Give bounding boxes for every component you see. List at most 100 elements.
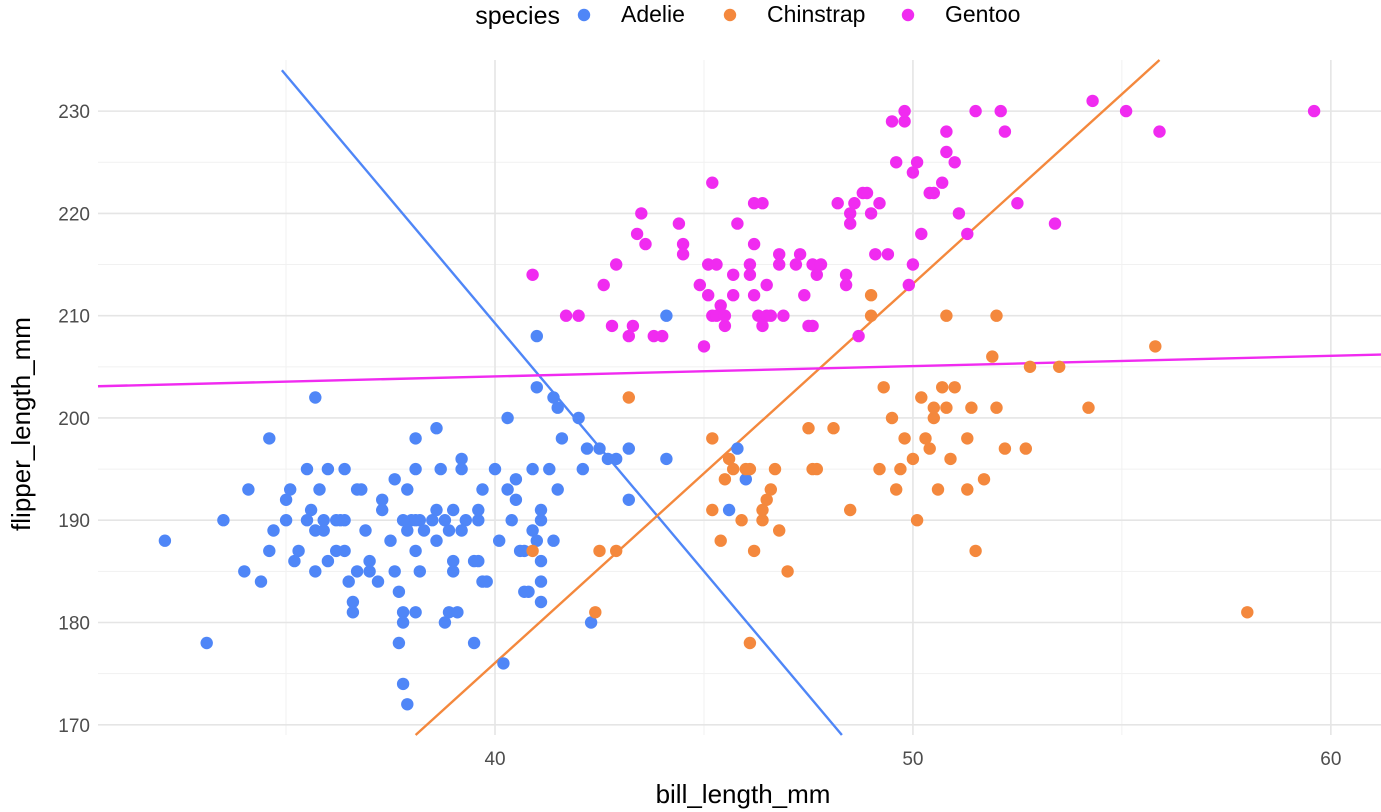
y-tick-label: 200 [58, 409, 90, 430]
y-tick-label: 220 [58, 204, 90, 225]
data-point-adelie [363, 554, 376, 568]
data-point-gentoo [714, 299, 727, 312]
data-point-gentoo [961, 227, 974, 241]
data-point-adelie [392, 585, 406, 598]
y-axis-title: flipper_length_mm [6, 317, 36, 531]
data-point-adelie [501, 483, 514, 496]
data-point-adelie [254, 575, 268, 588]
data-point-adelie [455, 524, 468, 537]
data-point-gentoo [902, 278, 915, 292]
data-point-gentoo [1086, 94, 1099, 108]
data-point-adelie [593, 442, 606, 455]
data-point-adelie [338, 544, 351, 558]
data-point-chinstrap [706, 503, 719, 517]
data-point-chinstrap [743, 636, 757, 650]
data-point-gentoo [756, 197, 769, 210]
x-tick-label: 60 [1320, 749, 1341, 770]
data-point-gentoo [860, 186, 874, 200]
data-point-gentoo [806, 319, 819, 333]
data-point-chinstrap [915, 391, 928, 404]
data-point-gentoo [873, 197, 886, 210]
data-point-chinstrap [706, 432, 719, 445]
data-point-adelie [338, 462, 351, 476]
data-point-gentoo [898, 115, 911, 128]
data-point-chinstrap [1019, 442, 1032, 455]
data-point-adelie [430, 534, 443, 547]
data-point-gentoo [793, 248, 807, 261]
data-point-adelie [409, 544, 422, 558]
data-point-adelie [459, 514, 472, 527]
data-point-chinstrap [961, 432, 974, 445]
data-point-adelie [447, 554, 460, 568]
data-point-chinstrap [948, 381, 961, 394]
data-point-adelie [493, 534, 506, 547]
data-point-chinstrap [810, 462, 823, 476]
data-point-gentoo [906, 258, 920, 271]
data-point-adelie [580, 442, 594, 455]
data-point-chinstrap [894, 462, 907, 476]
data-point-gentoo [952, 207, 966, 220]
data-point-adelie [371, 575, 385, 588]
data-point-adelie [242, 483, 255, 496]
data-point-gentoo [927, 186, 940, 200]
legend: species Adelie Chinstrap Gentoo [475, 1, 1020, 30]
data-point-gentoo [789, 258, 803, 271]
data-point-chinstrap [735, 514, 748, 527]
data-point-gentoo [881, 248, 895, 261]
data-point-chinstrap [944, 452, 957, 466]
data-point-gentoo [885, 115, 899, 128]
data-point-adelie [317, 514, 330, 527]
data-point-chinstrap [919, 432, 932, 445]
data-point-gentoo [697, 340, 711, 353]
data-point-gentoo [605, 319, 619, 333]
data-point-gentoo [864, 207, 878, 220]
data-point-adelie [426, 514, 439, 527]
data-point-gentoo [672, 217, 686, 230]
data-point-adelie [622, 442, 635, 455]
data-point-chinstrap [864, 309, 878, 322]
legend-key-gentoo [901, 8, 915, 22]
data-point-chinstrap [927, 401, 940, 414]
data-point-adelie [334, 514, 347, 527]
data-point-adelie [409, 606, 422, 619]
data-point-chinstrap [773, 524, 786, 537]
data-point-adelie [413, 565, 426, 578]
data-point-chinstrap [1149, 340, 1162, 353]
data-point-adelie [530, 534, 543, 547]
data-point-gentoo [831, 197, 844, 210]
data-point-adelie [309, 391, 322, 404]
data-point-chinstrap [764, 483, 777, 496]
x-axis-ticks: 40 50 60 [484, 749, 1341, 770]
data-point-chinstrap [940, 309, 953, 322]
data-point-chinstrap [990, 401, 1003, 414]
data-point-gentoo [630, 227, 644, 241]
data-point-adelie [526, 524, 539, 537]
data-point-chinstrap [931, 483, 945, 496]
data-point-gentoo [915, 227, 928, 241]
fit-line-gentoo [97, 353, 1381, 388]
data-point-adelie [401, 524, 414, 537]
data-point-gentoo [718, 319, 732, 333]
data-point-chinstrap [756, 503, 769, 517]
data-point-adelie [321, 462, 335, 476]
data-point-chinstrap [877, 381, 890, 394]
data-point-adelie [363, 565, 376, 578]
legend-title: species [475, 2, 560, 30]
data-point-adelie [551, 483, 564, 496]
data-point-gentoo [626, 319, 640, 333]
data-point-adelie [355, 483, 368, 496]
data-point-adelie [739, 473, 752, 486]
data-point-adelie [267, 524, 280, 537]
data-point-chinstrap [802, 422, 815, 435]
data-point-adelie [342, 575, 355, 588]
data-point-adelie [309, 565, 322, 578]
grid [98, 60, 1381, 735]
data-point-adelie [509, 473, 523, 486]
data-point-chinstrap [910, 514, 924, 527]
y-axis-ticks: 170 180 190 200 210 220 230 [58, 102, 90, 737]
data-point-gentoo [839, 268, 853, 281]
data-point-chinstrap [890, 483, 903, 496]
data-point-adelie [346, 595, 360, 609]
data-point-gentoo [898, 104, 911, 118]
data-point-gentoo [731, 217, 744, 230]
